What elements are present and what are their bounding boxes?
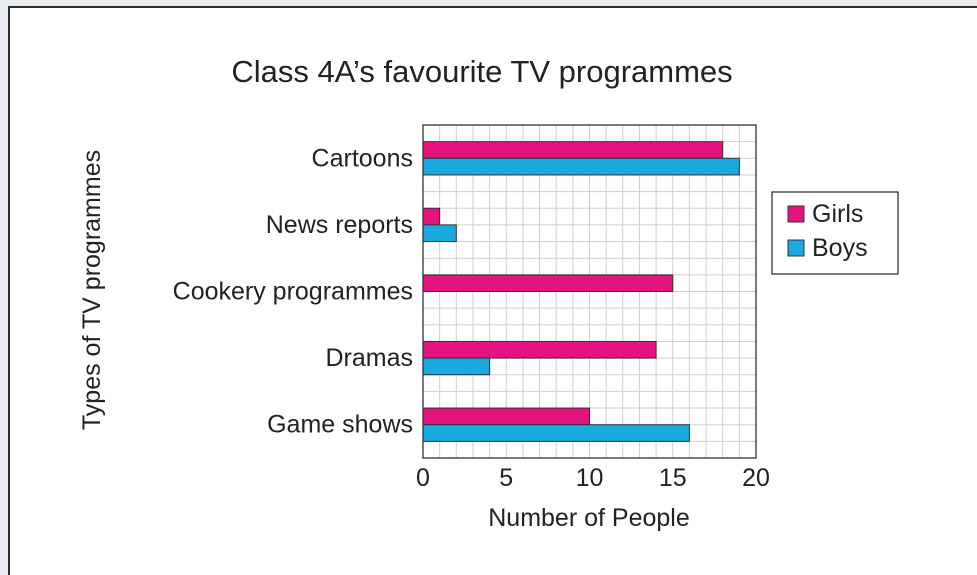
category-label: Dramas — [325, 344, 413, 372]
x-tick-label: 5 — [499, 464, 513, 492]
bar-boys-cartoons — [422, 157, 740, 176]
bar-boys-news-reports — [422, 224, 457, 243]
category-label: Cartoons — [312, 144, 413, 172]
bar-girls-cartoons — [422, 141, 724, 159]
chart-title: Class 4A’s favourite TV programmes — [231, 54, 732, 89]
bar-girls-news-reports — [422, 207, 441, 226]
bar-girls-dramas — [422, 340, 657, 359]
plot-border — [422, 124, 757, 459]
bar-boys-dramas — [422, 357, 491, 376]
x-tick-label: 10 — [576, 464, 604, 492]
legend-label-boys: Boys — [812, 234, 868, 262]
x-tick-label: 0 — [416, 464, 430, 492]
bar-boys-game-shows — [422, 424, 690, 442]
bar-girls-cookery-programmes — [422, 274, 674, 293]
y-axis-label: Types of TV programmes — [78, 150, 106, 430]
bars — [422, 141, 740, 442]
category-label: Cookery programmes — [173, 278, 413, 306]
legend-label-girls: Girls — [812, 200, 863, 228]
category-label: Game shows — [267, 411, 413, 439]
x-axis-label: Number of People — [488, 504, 690, 532]
legend-swatch-boys — [787, 239, 805, 257]
bar-girls-game-shows — [422, 407, 590, 426]
legend: Girls Boys — [771, 191, 899, 275]
category-label: News reports — [266, 211, 413, 239]
legend-swatch-girls — [787, 205, 805, 223]
x-tick-label: 15 — [659, 464, 687, 492]
x-tick-label: 20 — [742, 464, 770, 492]
category-labels: Cartoons News reports Cookery programmes Dr… — [173, 144, 413, 438]
x-tick-labels: 0 5 10 15 20 — [416, 464, 770, 492]
